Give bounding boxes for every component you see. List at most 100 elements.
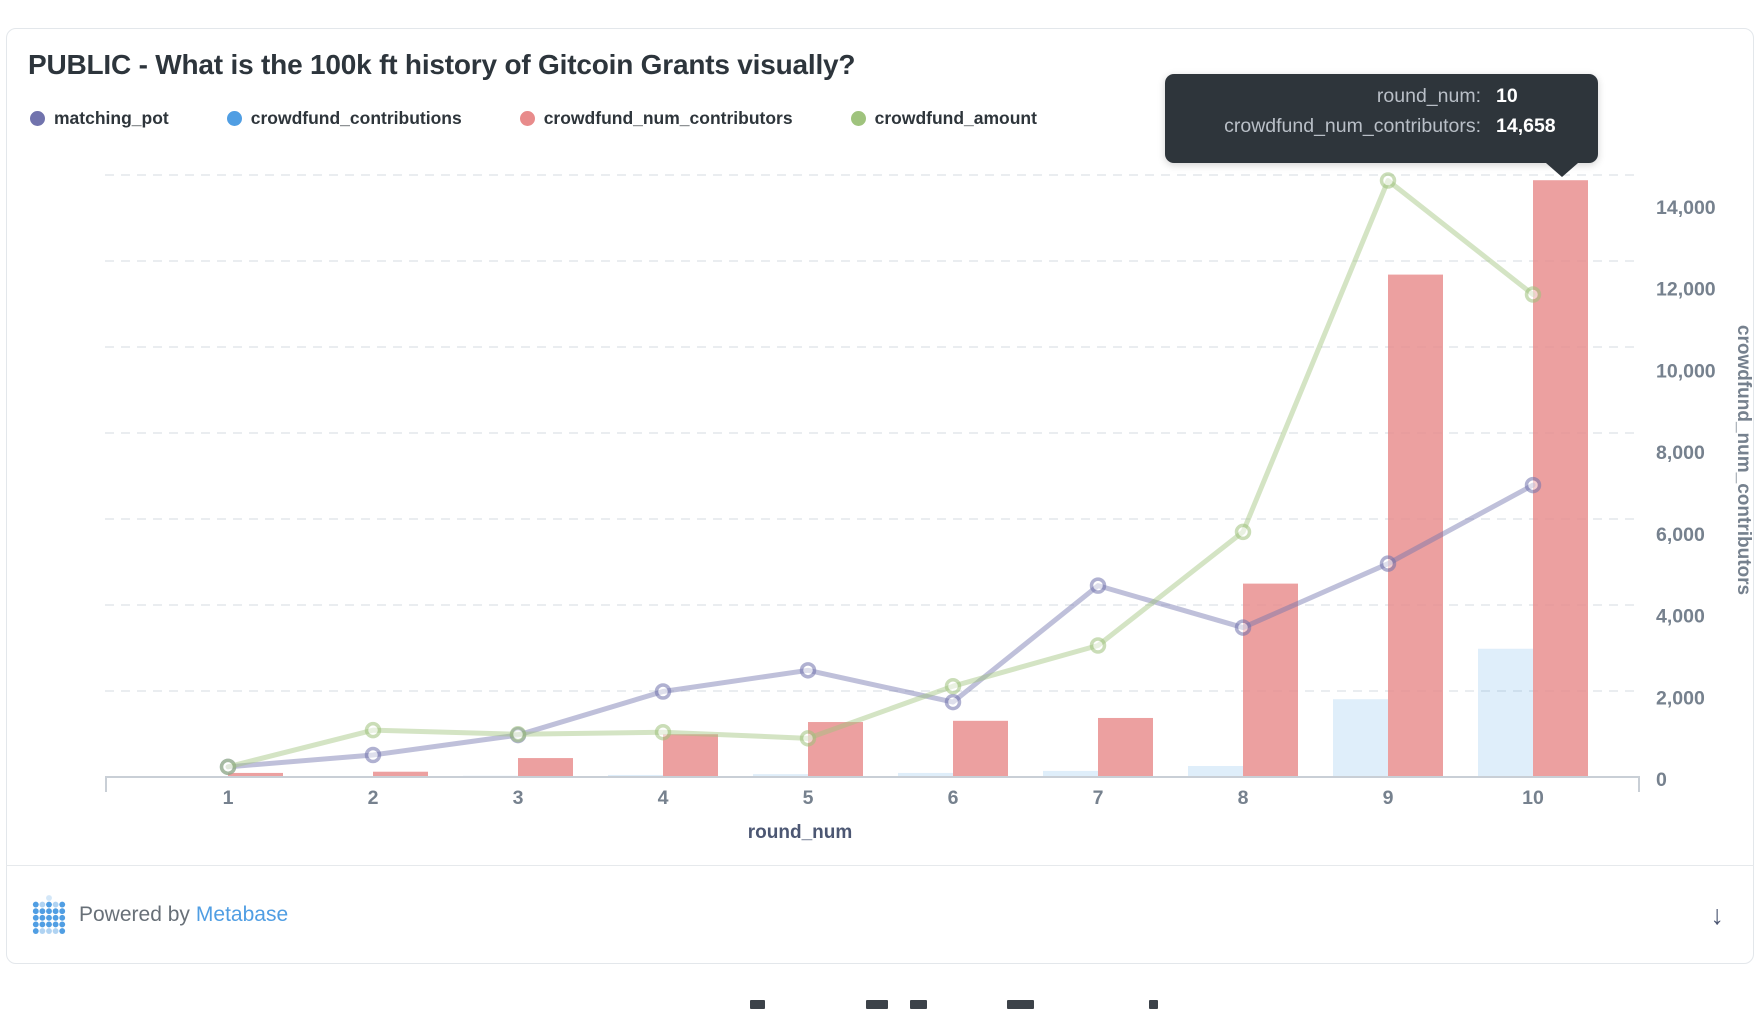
metabase-brand-link[interactable]: Metabase bbox=[195, 903, 289, 926]
logo-dot bbox=[39, 921, 46, 928]
line-crowdfund_amount bbox=[225, 178, 1536, 770]
x-tick-label: 9 bbox=[1383, 787, 1394, 809]
logo-dot bbox=[39, 914, 46, 921]
point-matching_pot-round-9[interactable] bbox=[1379, 555, 1397, 572]
cutoff-text-fragment bbox=[866, 1000, 888, 1009]
logo-dot bbox=[59, 921, 66, 928]
logo-dot bbox=[39, 908, 46, 915]
hover-tooltip: round_num: 10 crowdfund_num_contributors… bbox=[1165, 74, 1598, 177]
tooltip-label: round_num: bbox=[1376, 85, 1481, 107]
point-crowdfund_amount-round-3[interactable] bbox=[509, 726, 527, 743]
bar-crowdfund_num_contributors-round-8[interactable] bbox=[1243, 583, 1298, 777]
bar-crowdfund_num_contributors-round-1[interactable] bbox=[228, 772, 283, 777]
point-matching_pot-round-4[interactable] bbox=[654, 683, 672, 700]
logo-dot bbox=[52, 901, 59, 908]
legend-dot-icon bbox=[519, 111, 535, 126]
line-matching_pot bbox=[225, 482, 1536, 770]
legend-item-crowdfund-amount[interactable]: crowdfund_amount bbox=[850, 108, 1037, 129]
y-tick-label: 4,000 bbox=[1656, 606, 1705, 628]
point-matching_pot-round-10[interactable] bbox=[1524, 476, 1542, 494]
bar-crowdfund_contributions-round-8[interactable] bbox=[1188, 766, 1243, 777]
logo-dot bbox=[32, 914, 39, 921]
bar-crowdfund_contributions-round-9[interactable] bbox=[1333, 699, 1388, 777]
point-crowdfund_amount-round-10[interactable] bbox=[1524, 286, 1542, 303]
bar-crowdfund_num_contributors-round-4[interactable] bbox=[663, 734, 718, 777]
x-tick-label: 5 bbox=[803, 787, 814, 809]
logo-dot bbox=[46, 914, 52, 921]
x-tick-label: 2 bbox=[368, 787, 379, 809]
point-crowdfund_amount-round-2[interactable] bbox=[364, 721, 382, 739]
bar-crowdfund_num_contributors-round-3[interactable] bbox=[518, 758, 573, 777]
download-icon[interactable]: ↓ bbox=[1707, 898, 1729, 933]
legend-item-crowdfund-contributions[interactable]: crowdfund_contributions bbox=[226, 108, 462, 129]
chart-legend: matching_pot crowdfund_contributions cro… bbox=[30, 108, 1037, 129]
point-crowdfund_amount-round-8[interactable] bbox=[1234, 523, 1252, 541]
tooltip-arrow-icon bbox=[1546, 163, 1578, 177]
point-crowdfund_amount-round-4[interactable] bbox=[654, 723, 672, 741]
logo-dot bbox=[52, 914, 59, 921]
logo-dot bbox=[52, 908, 59, 915]
x-tick-label: 3 bbox=[513, 787, 524, 809]
metabase-logo-icon bbox=[32, 895, 66, 934]
logo-dot bbox=[39, 901, 46, 908]
y-tick-label: 2,000 bbox=[1656, 687, 1705, 709]
legend-item-matching-pot[interactable]: matching_pot bbox=[30, 108, 169, 129]
logo-dot bbox=[46, 908, 52, 915]
x-tick-label: 4 bbox=[658, 787, 669, 809]
logo-dot bbox=[52, 928, 59, 934]
chart-card bbox=[6, 28, 1754, 964]
logo-dot bbox=[52, 921, 59, 928]
powered-by-text: Powered by bbox=[79, 903, 190, 926]
point-matching_pot-round-6[interactable] bbox=[944, 693, 962, 711]
y-tick-label: 14,000 bbox=[1656, 197, 1716, 219]
logo-dot bbox=[32, 928, 39, 934]
tooltip-row: round_num: 10 bbox=[1189, 81, 1570, 111]
bar-crowdfund_num_contributors-round-10[interactable] bbox=[1533, 180, 1588, 777]
bar-crowdfund_num_contributors-round-6[interactable] bbox=[953, 720, 1008, 777]
legend-item-crowdfund-num-contributors[interactable]: crowdfund_num_contributors bbox=[519, 108, 793, 129]
legend-item-label: crowdfund_amount bbox=[874, 108, 1037, 128]
logo-dot bbox=[32, 908, 39, 915]
logo-dot bbox=[46, 901, 52, 908]
point-crowdfund_amount-round-5[interactable] bbox=[799, 730, 817, 747]
logo-dot bbox=[59, 908, 66, 915]
bar-crowdfund_num_contributors-round-5[interactable] bbox=[808, 722, 863, 777]
legend-dot-icon bbox=[226, 111, 242, 126]
logo-dot bbox=[59, 901, 66, 908]
bar-crowdfund_contributions-round-5[interactable] bbox=[753, 774, 808, 777]
y-tick-label: 12,000 bbox=[1656, 279, 1716, 301]
legend-item-label: crowdfund_contributions bbox=[250, 108, 462, 128]
bar-crowdfund_num_contributors-round-2[interactable] bbox=[373, 771, 428, 777]
x-tick-label: 7 bbox=[1093, 787, 1104, 809]
page-title: PUBLIC - What is the 100k ft history of … bbox=[28, 48, 856, 80]
logo-dot bbox=[32, 901, 39, 908]
bar-crowdfund_num_contributors-round-7[interactable] bbox=[1098, 717, 1153, 777]
x-tick-label: 1 bbox=[223, 787, 234, 809]
bar-crowdfund_contributions-round-10[interactable] bbox=[1478, 648, 1533, 777]
x-tick-label: 10 bbox=[1522, 787, 1544, 809]
logo-dot bbox=[59, 914, 66, 921]
bar-crowdfund_num_contributors-round-9[interactable] bbox=[1388, 274, 1443, 777]
point-crowdfund_amount-round-1[interactable] bbox=[219, 758, 237, 776]
x-axis-title: round_num bbox=[748, 822, 853, 843]
legend-dot-icon bbox=[850, 111, 866, 126]
legend-item-label: crowdfund_num_contributors bbox=[543, 108, 793, 128]
cutoff-text-fragment bbox=[910, 1000, 927, 1009]
point-matching_pot-round-5[interactable] bbox=[799, 662, 817, 679]
logo-dot bbox=[32, 921, 39, 928]
y-tick-label: 6,000 bbox=[1656, 524, 1705, 546]
point-crowdfund_amount-round-6[interactable] bbox=[944, 677, 962, 695]
cutoff-text-fragment bbox=[750, 1000, 765, 1009]
point-matching_pot-round-8[interactable] bbox=[1234, 619, 1252, 636]
y-tick-label: 10,000 bbox=[1656, 360, 1716, 382]
bar-crowdfund_contributions-round-7[interactable] bbox=[1043, 770, 1098, 777]
bar-crowdfund_contributions-round-4[interactable] bbox=[608, 774, 663, 777]
point-matching_pot-round-2[interactable] bbox=[364, 746, 382, 764]
point-crowdfund_amount-round-9[interactable] bbox=[1379, 172, 1397, 189]
x-tick-label: 8 bbox=[1238, 787, 1249, 809]
point-crowdfund_amount-round-7[interactable] bbox=[1089, 637, 1107, 654]
point-matching_pot-round-7[interactable] bbox=[1089, 577, 1107, 594]
x-tick-label: 6 bbox=[948, 787, 959, 809]
bar-crowdfund_contributions-round-6[interactable] bbox=[898, 772, 953, 777]
